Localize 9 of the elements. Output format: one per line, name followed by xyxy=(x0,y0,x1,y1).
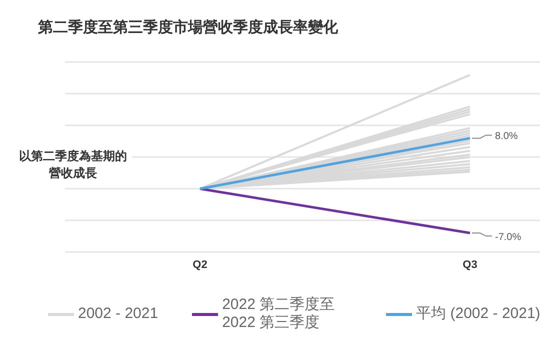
data-label: 8.0% xyxy=(495,131,518,142)
legend-label: 平均 (2002 - 2021) xyxy=(416,305,540,323)
y-axis-title: 以第二季度為基期的營收成長 xyxy=(14,148,132,182)
x-tick-label: Q2 xyxy=(192,258,208,271)
chart-title: 第二季度至第三季度市場營收季度成長率變化 xyxy=(38,18,338,37)
legend-label: 2022 第二季度至 2022 第三季度 xyxy=(222,296,336,332)
data-label: -7.0% xyxy=(495,232,522,244)
x-tick-label: Q3 xyxy=(462,258,478,271)
legend-label: 2002 - 2021 xyxy=(78,305,158,323)
